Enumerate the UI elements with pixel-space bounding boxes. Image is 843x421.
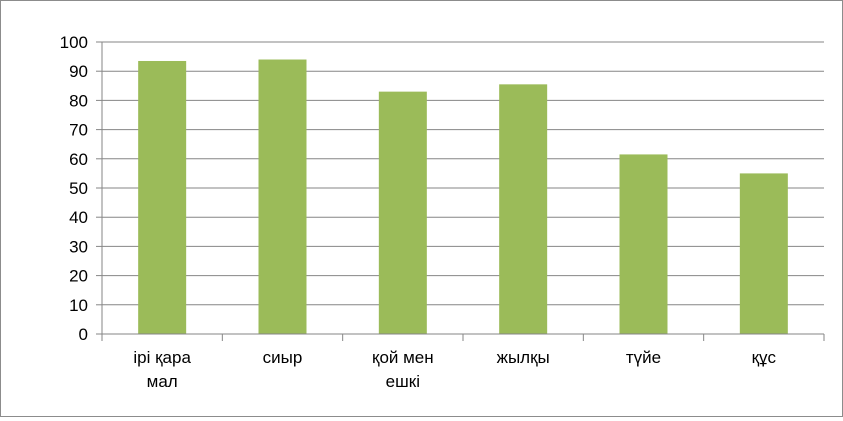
y-tick-label: 50: [69, 179, 88, 198]
y-tick-label: 70: [69, 121, 88, 140]
bar: [739, 173, 788, 334]
bar: [378, 91, 427, 334]
y-tick-label: 0: [79, 325, 88, 344]
y-tick-label: 90: [69, 62, 88, 81]
x-tick-label: құс: [752, 348, 777, 367]
y-tick-label: 30: [69, 237, 88, 256]
axes: [96, 41, 825, 341]
x-tick-label: қой мен: [372, 348, 434, 367]
y-tick-label: 60: [69, 150, 88, 169]
y-tick-label: 40: [69, 208, 88, 227]
tick-labels: 0 10 20 30 40 50 60 70 80 90 100 ірі қара мал сиыр қой…: [60, 33, 777, 391]
bar: [138, 60, 187, 334]
x-tick-label: түйе: [626, 348, 661, 367]
x-tick-label: жылқы: [497, 348, 550, 367]
y-tick-label: 20: [69, 267, 88, 286]
y-tick-label: 80: [69, 91, 88, 110]
y-tick-label: 10: [69, 296, 88, 315]
x-tick-label: мал: [147, 372, 178, 391]
bar: [499, 84, 548, 334]
x-tick-label: ірі қара: [133, 348, 191, 367]
bar: [258, 59, 307, 335]
bars: [138, 59, 788, 335]
y-tick-label: 100: [60, 33, 88, 52]
bar: [619, 154, 668, 334]
x-tick-label: ешкі: [386, 372, 420, 391]
x-tick-label: сиыр: [263, 348, 303, 367]
gridlines: [102, 41, 824, 306]
